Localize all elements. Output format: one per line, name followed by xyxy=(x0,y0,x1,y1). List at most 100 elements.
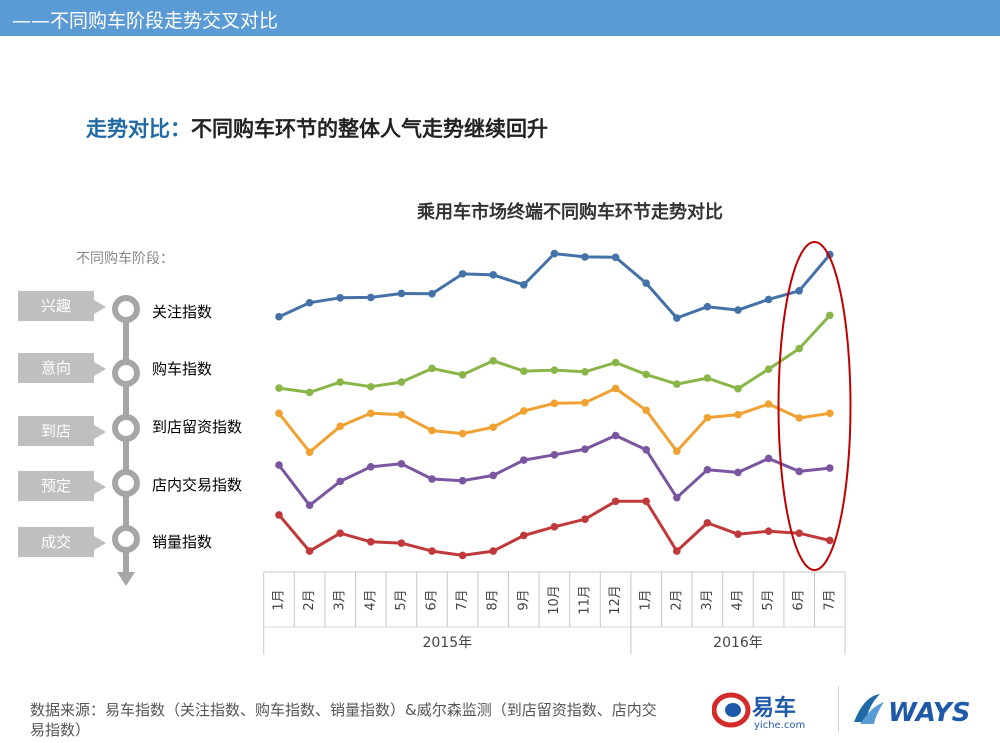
header-bar: ——不同购车阶段走势交叉对比 xyxy=(0,0,1000,36)
x-tick-label: 5月 xyxy=(761,589,776,610)
data-point xyxy=(458,429,467,438)
data-point xyxy=(826,409,834,418)
legend-label-visit: 到店留资指数 xyxy=(152,418,243,436)
data-point xyxy=(550,249,559,258)
x-tick-label: 6月 xyxy=(792,589,807,610)
headline-key: 走势对比： xyxy=(86,117,191,141)
data-point xyxy=(795,414,803,422)
data-point xyxy=(642,497,650,506)
x-tick-label: 2月 xyxy=(302,589,317,610)
data-point xyxy=(581,368,589,376)
data-point xyxy=(673,493,681,502)
data-point xyxy=(336,293,345,302)
data-point xyxy=(489,423,498,432)
data-point xyxy=(642,370,650,379)
x-tick-label: 11月 xyxy=(578,585,593,615)
legend-label-sales: 销量指数 xyxy=(152,533,213,551)
stage-caption: 不同购车阶段： xyxy=(76,251,174,267)
header-title: ——不同购车阶段走势交叉对比 xyxy=(12,10,279,32)
data-point xyxy=(336,422,345,431)
x-tick-label: 4月 xyxy=(731,589,746,610)
data-point xyxy=(581,398,589,407)
data-point xyxy=(397,459,406,468)
data-point xyxy=(458,270,467,278)
data-point xyxy=(520,531,528,540)
data-point xyxy=(305,501,314,510)
year-group-label: 2016年 xyxy=(713,635,763,651)
x-tick-label: 1月 xyxy=(639,589,654,610)
data-point xyxy=(764,365,773,373)
chart-title: 乘用车市场终端不同购车环节走势对比 xyxy=(417,202,723,223)
data-point xyxy=(703,413,712,422)
data-point xyxy=(703,302,712,311)
data-point xyxy=(764,400,773,408)
data-point xyxy=(305,388,314,397)
data-point xyxy=(397,289,406,298)
stage-box-visit: 到店 xyxy=(18,416,106,446)
data-point xyxy=(367,462,375,471)
data-point xyxy=(795,529,803,537)
data-point xyxy=(367,537,375,546)
data-point xyxy=(550,366,559,374)
data-point xyxy=(611,253,620,262)
data-point xyxy=(336,477,345,486)
stage-box-interest: 兴趣 xyxy=(18,291,106,321)
data-point xyxy=(397,410,406,419)
yiche-logo-site: yiche.com xyxy=(754,720,805,731)
data-point xyxy=(550,399,559,408)
data-point xyxy=(734,468,742,477)
data-point xyxy=(489,357,498,365)
data-point xyxy=(275,461,283,469)
data-point xyxy=(458,370,467,379)
data-point xyxy=(489,547,498,555)
data-point xyxy=(703,465,712,474)
data-point xyxy=(673,547,681,555)
data-point xyxy=(734,530,742,538)
data-point xyxy=(611,497,620,506)
data-point xyxy=(673,447,681,455)
x-tick-label: 8月 xyxy=(486,589,501,610)
data-point xyxy=(734,410,742,419)
data-point xyxy=(795,467,803,476)
legend-label-instore: 店内交易指数 xyxy=(152,476,243,494)
data-point xyxy=(795,286,803,295)
x-tick-label: 9月 xyxy=(516,589,531,610)
data-point xyxy=(673,380,681,388)
data-point xyxy=(520,367,528,375)
series-line-3 xyxy=(277,386,831,454)
data-point xyxy=(520,281,528,289)
timeline-arrow-icon xyxy=(117,572,135,586)
headline: 走势对比：不同购车环节的整体人气走势继续回升 xyxy=(86,113,548,143)
data-point xyxy=(764,295,773,304)
data-point xyxy=(305,298,314,307)
data-point xyxy=(458,476,467,485)
data-point xyxy=(367,409,375,418)
data-point xyxy=(734,306,742,314)
data-point xyxy=(275,312,283,321)
source-note: 数据来源：易车指数（关注指数、购车指数、销量指数）&威尔森监测（到店留资指数、店… xyxy=(30,701,657,739)
yiche-logo: 易车 yiche.com xyxy=(712,692,805,731)
data-point xyxy=(703,519,712,527)
stage-box-deal: 成交 xyxy=(18,527,106,557)
x-tick-label: 2月 xyxy=(669,589,684,610)
data-point xyxy=(520,407,528,415)
data-point xyxy=(642,446,650,454)
ways-logo: WAYS xyxy=(854,694,970,728)
data-point xyxy=(397,539,406,547)
data-point xyxy=(520,456,528,464)
x-tick-label: 6月 xyxy=(425,589,440,610)
timeline-node-reserve xyxy=(112,469,140,497)
timeline-node-intent xyxy=(112,359,140,387)
data-point xyxy=(611,431,620,440)
stage-box-reserve: 预定 xyxy=(18,471,106,501)
data-point xyxy=(550,451,559,459)
data-point xyxy=(428,289,436,298)
data-point xyxy=(489,271,498,279)
series-line-4 xyxy=(277,434,830,507)
timeline-node-visit xyxy=(112,414,140,442)
data-point xyxy=(305,448,314,456)
headline-text: 不同购车环节的整体人气走势继续回升 xyxy=(191,117,548,141)
series-line-2 xyxy=(278,314,831,394)
data-point xyxy=(734,384,742,393)
x-tick-label: 7月 xyxy=(455,589,470,610)
